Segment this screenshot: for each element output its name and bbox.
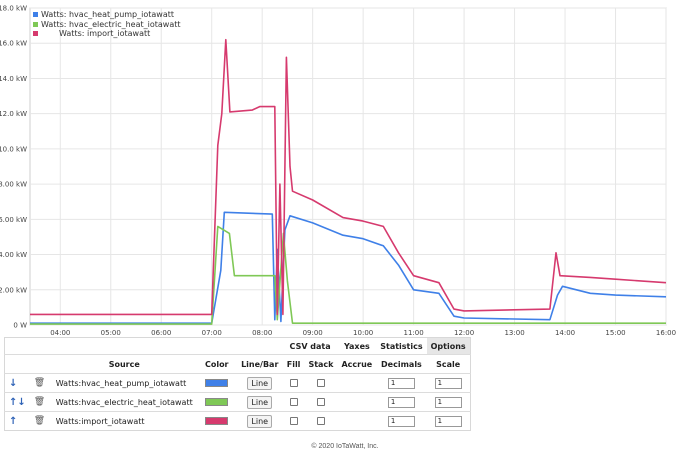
decimals-column-header: Decimals: [376, 354, 427, 374]
color-swatch-button[interactable]: [205, 398, 229, 406]
scale-input[interactable]: 1: [434, 377, 462, 389]
legend-item-electric-heat: Watts: hvac_electric_heat_iotawatt: [33, 20, 181, 30]
y-tick-label: 14.0 kW: [0, 75, 27, 83]
stack-checkbox[interactable]: [316, 417, 325, 425]
series-line-1: [30, 225, 666, 325]
table-header-row-2: Source Color Line/Bar Fill Stack Accrue …: [4, 354, 471, 374]
options-header[interactable]: Options: [426, 337, 471, 355]
color-column-header: Color: [196, 354, 237, 374]
line-bar-button[interactable]: Line: [247, 376, 273, 390]
csv-data-header[interactable]: CSV data: [289, 341, 331, 351]
chart-legend: Watts: hvac_heat_pump_iotawatt Watts: hv…: [33, 10, 181, 39]
scale-input[interactable]: 1: [434, 415, 462, 427]
x-tick-label: 10:00: [353, 329, 373, 335]
fill-column-header: Fill: [282, 354, 305, 374]
legend-label: Watts: import_iotawatt: [59, 29, 151, 38]
y-tick-label: 2.00 kW: [0, 286, 27, 294]
legend-swatch: [33, 31, 38, 37]
fill-checkbox[interactable]: [289, 417, 298, 425]
statistics-header[interactable]: Statistics: [380, 341, 423, 351]
table-header-row-1: CSV data Yaxes Statistics Options: [5, 337, 471, 355]
move-down-icon[interactable]: ↓: [4, 373, 30, 393]
copyright-footer: © 2020 IoTaWatt, Inc.: [311, 443, 379, 450]
x-tick-label: 16:00: [656, 329, 676, 335]
legend-label: Watts: hvac_heat_pump_iotawatt: [41, 10, 175, 19]
x-tick-label: 08:00: [252, 329, 272, 335]
plot-area: [29, 7, 667, 326]
x-tick-label: 13:00: [504, 329, 524, 335]
x-tick-label: 14:00: [555, 329, 575, 335]
y-tick-label: 0 W: [13, 322, 27, 330]
decimals-input[interactable]: 1: [387, 377, 415, 389]
x-tick-label: 06:00: [151, 329, 171, 335]
x-tick-label: 04:00: [50, 329, 70, 335]
legend-label: Watts: hvac_electric_heat_iotawatt: [41, 19, 181, 29]
chart-grid: [29, 7, 667, 326]
source-name: Watts:hvac_heat_pump_iotawatt: [51, 373, 197, 393]
source-column-header: Source: [51, 354, 197, 374]
move-up-icon[interactable]: ↑: [4, 411, 30, 431]
x-tick-label: 07:00: [202, 329, 222, 335]
series-line-0: [30, 211, 667, 324]
scale-column-header: Scale: [426, 354, 471, 374]
trash-icon[interactable]: 🗑: [29, 392, 52, 412]
y-tick-label: 6.00 kW: [0, 216, 27, 224]
trash-icon[interactable]: 🗑: [29, 373, 52, 393]
x-tick-label: 12:00: [454, 329, 474, 335]
accrue-column-header: Accrue: [337, 354, 377, 374]
y-tick-label: 4.00 kW: [0, 251, 27, 259]
legend-swatch: [33, 12, 38, 18]
color-swatch-button[interactable]: [205, 417, 229, 425]
stack-checkbox[interactable]: [316, 379, 325, 387]
x-tick-label: 09:00: [303, 329, 323, 335]
stack-column-header: Stack: [304, 354, 338, 374]
linebar-column-header: Line/Bar: [236, 354, 283, 374]
y-tick-label: 8.00 kW: [0, 181, 27, 189]
chart-axes: 0 W 2.00 kW 4.00 kW 6.00 kW 8.00 kW 10.0 kW 12…: [0, 5, 676, 336]
chart-series: [30, 38, 667, 325]
line-bar-button[interactable]: Line: [247, 395, 273, 409]
legend-swatch: [33, 21, 38, 27]
y-tick-label: 16.0 kW: [0, 40, 27, 48]
source-name: Watts:import_iotawatt: [51, 411, 197, 431]
y-tick-label: 18.0 kW: [0, 5, 27, 13]
table-row: ↑↓ 🗑 Watts:hvac_electric_heat_iotawatt L…: [4, 392, 471, 412]
legend-item-heat-pump: Watts: hvac_heat_pump_iotawatt: [33, 10, 181, 20]
table-row: ↑ 🗑 Watts:import_iotawatt Line 1 1: [4, 411, 471, 431]
decimals-input[interactable]: 1: [387, 396, 415, 408]
legend-item-import: Watts: import_iotawatt: [33, 29, 181, 39]
decimals-input[interactable]: 1: [387, 415, 415, 427]
source-name: Watts:hvac_electric_heat_iotawatt: [51, 392, 197, 412]
color-swatch-button[interactable]: [205, 379, 229, 387]
move-up-down-icon[interactable]: ↑↓: [4, 392, 30, 412]
trash-icon[interactable]: 🗑: [29, 411, 52, 431]
y-tick-label: 10.0 kW: [0, 145, 27, 153]
y-tick-label: 12.0 kW: [0, 110, 27, 118]
sources-table: CSV data Yaxes Statistics Options Source…: [4, 337, 471, 431]
fill-checkbox[interactable]: [289, 379, 298, 387]
fill-checkbox[interactable]: [289, 398, 298, 406]
yaxes-header[interactable]: Yaxes: [343, 341, 370, 351]
line-bar-button[interactable]: Line: [247, 414, 273, 428]
x-tick-label: 05:00: [101, 329, 121, 335]
table-row: ↓ 🗑 Watts:hvac_heat_pump_iotawatt Line 1…: [4, 373, 471, 393]
series-line-2: [30, 38, 667, 316]
scale-input[interactable]: 1: [434, 396, 462, 408]
stack-checkbox[interactable]: [316, 398, 325, 406]
power-chart[interactable]: 0 W 2.00 kW 4.00 kW 6.00 kW 8.00 kW 10.0 kW 12…: [0, 0, 690, 336]
x-tick-label: 15:00: [605, 329, 625, 335]
x-tick-label: 11:00: [404, 329, 424, 335]
